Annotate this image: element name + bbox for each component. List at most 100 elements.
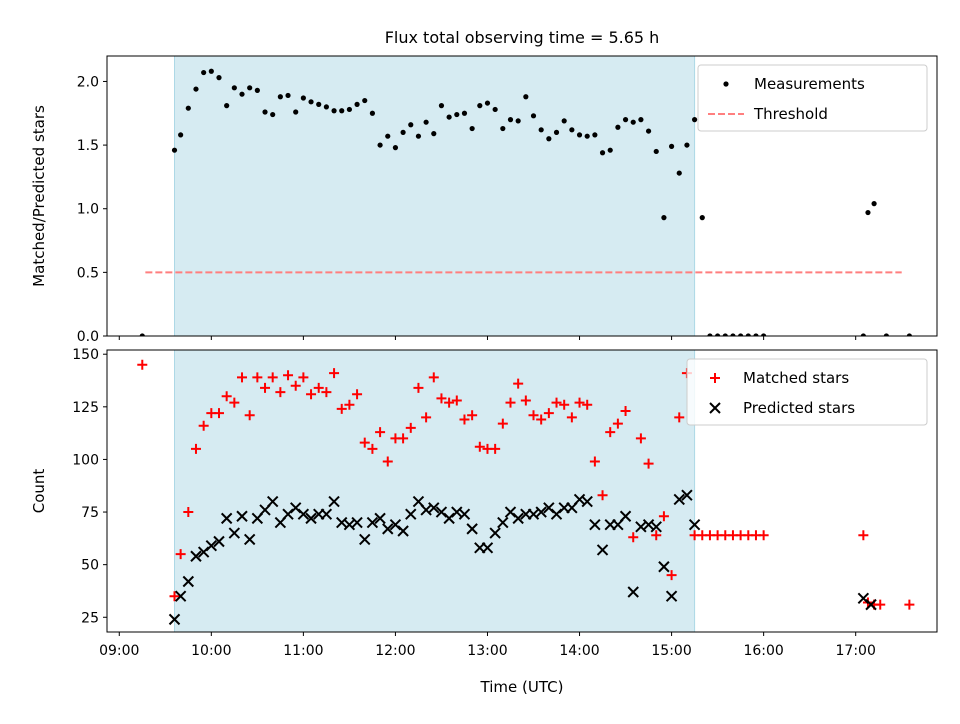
- legend-swatch: [709, 402, 721, 414]
- data-point: [377, 142, 383, 148]
- data-point: [699, 215, 705, 221]
- data-point: [397, 525, 409, 537]
- data-point: [236, 510, 248, 522]
- series-matched-stars: [137, 359, 915, 610]
- data-point: [535, 506, 547, 518]
- data-point: [168, 613, 181, 626]
- plot-area: [137, 359, 915, 626]
- legend-label: Matched stars: [743, 369, 849, 387]
- data-point: [500, 125, 506, 132]
- data-point: [619, 510, 632, 522]
- data-point: [658, 561, 670, 573]
- data-point: [484, 100, 491, 106]
- data-point: [668, 143, 675, 149]
- data-point: [359, 533, 371, 546]
- data-point: [576, 132, 583, 138]
- data-point: [243, 533, 256, 546]
- x-tick-label: 14:00: [559, 643, 599, 659]
- legend-label: Measurements: [754, 75, 865, 93]
- data-point: [297, 508, 310, 520]
- observing-span: [174, 55, 696, 337]
- data-point: [612, 418, 623, 429]
- data-point: [592, 132, 598, 138]
- data-point: [599, 150, 606, 156]
- data-point: [183, 507, 194, 518]
- data-point: [622, 117, 629, 123]
- data-point: [451, 395, 462, 406]
- data-point: [643, 458, 654, 469]
- data-point: [469, 125, 475, 132]
- data-point: [182, 575, 195, 588]
- data-point: [581, 495, 593, 508]
- data-point: [267, 372, 278, 383]
- data-point: [423, 119, 429, 125]
- data-point: [515, 118, 521, 124]
- data-point: [359, 437, 370, 448]
- data-point: [860, 333, 866, 336]
- data-point: [467, 410, 478, 421]
- data-point: [638, 117, 644, 123]
- data-point: [444, 397, 455, 408]
- data-point: [505, 397, 516, 408]
- data-point: [398, 433, 409, 444]
- data-point: [405, 508, 417, 520]
- data-point: [244, 410, 255, 421]
- y-tick-label: 1.0: [77, 202, 99, 218]
- x-tick-label: 10:00: [191, 643, 231, 659]
- legend-box: [686, 358, 928, 426]
- data-point: [328, 495, 340, 508]
- data-point: [285, 92, 291, 99]
- y-tick-label: 50: [81, 558, 99, 574]
- data-point: [216, 75, 222, 81]
- data-point: [530, 113, 537, 119]
- data-point: [231, 85, 237, 91]
- data-point: [421, 412, 432, 423]
- legend-label: Predicted stars: [743, 399, 855, 417]
- data-point: [366, 516, 379, 529]
- data-point: [313, 382, 324, 393]
- data-point: [431, 131, 437, 137]
- data-point: [865, 598, 877, 611]
- data-point: [385, 133, 391, 139]
- data-point: [346, 106, 353, 113]
- data-point: [137, 359, 148, 370]
- data-point: [630, 119, 636, 125]
- data-point: [351, 516, 363, 529]
- data-point: [224, 103, 230, 109]
- data-point: [653, 148, 659, 155]
- data-point: [293, 109, 299, 115]
- data-point: [589, 456, 600, 467]
- data-point: [262, 109, 268, 115]
- data-point: [569, 127, 575, 133]
- y-tick-label: 125: [72, 400, 99, 416]
- data-point: [761, 333, 767, 336]
- data-point: [277, 94, 283, 100]
- data-point: [523, 94, 529, 100]
- data-point: [676, 170, 682, 176]
- data-point: [339, 108, 345, 114]
- x-tick-label: 17:00: [836, 643, 876, 659]
- data-point: [461, 110, 468, 116]
- data-point: [584, 133, 590, 139]
- data-point: [738, 333, 744, 336]
- top-panel: 0.0 0.5 1.0 1.5 2.0 Matched/Predicted stars Me…: [30, 55, 938, 345]
- data-point: [415, 133, 422, 139]
- y-tick-label: 2.0: [77, 74, 99, 90]
- data-point: [574, 397, 585, 408]
- data-point: [220, 512, 233, 525]
- data-point: [538, 127, 544, 133]
- data-point: [306, 389, 317, 400]
- data-point: [221, 391, 232, 402]
- data-point: [546, 136, 552, 142]
- data-point: [605, 427, 616, 438]
- data-point: [520, 395, 531, 406]
- data-point: [213, 535, 225, 548]
- chart-title: Flux total observing time = 5.65 h: [385, 28, 660, 47]
- data-point: [551, 397, 562, 408]
- x-tick-label: 09:00: [99, 643, 139, 659]
- data-point: [198, 420, 209, 431]
- y-axis-label: Count: [30, 469, 48, 514]
- data-point: [459, 414, 470, 425]
- axes-frame: [106, 349, 938, 633]
